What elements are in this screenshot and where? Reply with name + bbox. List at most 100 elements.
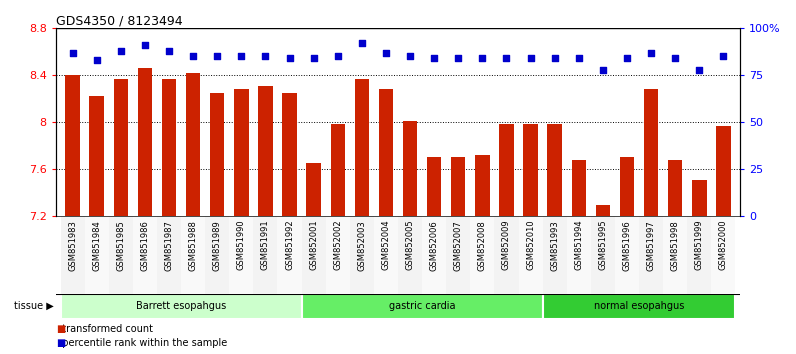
Bar xyxy=(258,86,273,216)
Bar xyxy=(330,125,345,216)
Text: GDS4350 / 8123494: GDS4350 / 8123494 xyxy=(56,14,182,27)
Bar xyxy=(84,216,109,294)
Bar xyxy=(716,126,731,216)
Text: GSM851983: GSM851983 xyxy=(68,220,77,271)
Text: GSM852007: GSM852007 xyxy=(454,220,462,270)
Text: GSM851987: GSM851987 xyxy=(165,220,174,271)
Point xyxy=(669,56,681,61)
Bar xyxy=(518,216,543,294)
Bar xyxy=(470,216,494,294)
Point xyxy=(66,50,79,56)
Point xyxy=(427,56,440,61)
Text: GSM851995: GSM851995 xyxy=(599,220,607,270)
Bar xyxy=(157,216,181,294)
Bar xyxy=(326,216,349,294)
Bar xyxy=(109,216,133,294)
Text: GSM851994: GSM851994 xyxy=(574,220,583,270)
Point xyxy=(162,48,175,54)
Text: GSM851999: GSM851999 xyxy=(695,220,704,270)
Bar xyxy=(278,216,302,294)
Text: GSM851998: GSM851998 xyxy=(671,220,680,270)
Text: ■: ■ xyxy=(56,338,65,348)
Text: GSM852004: GSM852004 xyxy=(381,220,391,270)
Bar xyxy=(663,216,687,294)
Text: ■: ■ xyxy=(56,324,65,334)
Bar xyxy=(398,216,422,294)
Text: GSM852001: GSM852001 xyxy=(309,220,318,270)
Text: GSM851990: GSM851990 xyxy=(237,220,246,270)
Bar xyxy=(205,216,229,294)
Bar xyxy=(234,89,248,216)
Point xyxy=(476,56,489,61)
Point xyxy=(404,54,416,59)
Text: GSM852000: GSM852000 xyxy=(719,220,728,270)
Bar xyxy=(499,125,513,216)
Text: percentile rank within the sample: percentile rank within the sample xyxy=(56,338,227,348)
Bar xyxy=(543,216,567,294)
Bar xyxy=(620,157,634,216)
Bar xyxy=(668,160,682,216)
Text: GSM851986: GSM851986 xyxy=(140,220,150,271)
Text: GSM852008: GSM852008 xyxy=(478,220,487,270)
Text: GSM851997: GSM851997 xyxy=(646,220,656,270)
Text: GSM852002: GSM852002 xyxy=(334,220,342,270)
Bar xyxy=(403,121,417,216)
Bar xyxy=(427,157,442,216)
Point xyxy=(621,56,634,61)
Text: GSM852010: GSM852010 xyxy=(526,220,535,270)
Point xyxy=(115,48,127,54)
Text: GSM852005: GSM852005 xyxy=(405,220,415,270)
Bar xyxy=(162,79,176,216)
Bar xyxy=(181,216,205,294)
Text: tissue ▶: tissue ▶ xyxy=(14,301,53,311)
Text: GSM851985: GSM851985 xyxy=(116,220,125,270)
Bar xyxy=(253,216,278,294)
Point xyxy=(645,50,657,56)
Point xyxy=(235,54,248,59)
Bar xyxy=(572,160,586,216)
Bar xyxy=(447,216,470,294)
Bar xyxy=(687,216,712,294)
Bar xyxy=(451,157,466,216)
Bar xyxy=(475,155,490,216)
Bar xyxy=(354,79,369,216)
Text: GSM851992: GSM851992 xyxy=(285,220,294,270)
Text: GSM852006: GSM852006 xyxy=(430,220,439,270)
Text: GSM852009: GSM852009 xyxy=(502,220,511,270)
Point xyxy=(693,67,706,73)
Bar xyxy=(374,216,398,294)
Bar xyxy=(60,216,84,294)
Bar xyxy=(644,89,658,216)
Point xyxy=(356,40,369,46)
Point xyxy=(283,56,296,61)
Bar xyxy=(210,93,224,216)
Bar xyxy=(379,89,393,216)
Point xyxy=(307,56,320,61)
Bar xyxy=(133,216,157,294)
Point xyxy=(452,56,465,61)
Bar xyxy=(283,93,297,216)
Bar xyxy=(302,216,326,294)
Bar xyxy=(229,216,253,294)
Point xyxy=(259,54,271,59)
Text: GSM851993: GSM851993 xyxy=(550,220,559,270)
Bar xyxy=(523,125,538,216)
Bar xyxy=(89,96,104,216)
Point xyxy=(331,54,344,59)
Text: GSM851996: GSM851996 xyxy=(622,220,631,270)
Bar xyxy=(543,294,736,319)
Point xyxy=(525,56,537,61)
Point xyxy=(572,56,585,61)
Point xyxy=(187,54,200,59)
Text: GSM851988: GSM851988 xyxy=(189,220,197,271)
Bar xyxy=(615,216,639,294)
Point xyxy=(717,54,730,59)
Point xyxy=(500,56,513,61)
Bar xyxy=(302,294,543,319)
Bar xyxy=(712,216,736,294)
Point xyxy=(380,50,392,56)
Bar xyxy=(591,216,615,294)
Bar xyxy=(306,163,321,216)
Bar xyxy=(349,216,374,294)
Bar xyxy=(639,216,663,294)
